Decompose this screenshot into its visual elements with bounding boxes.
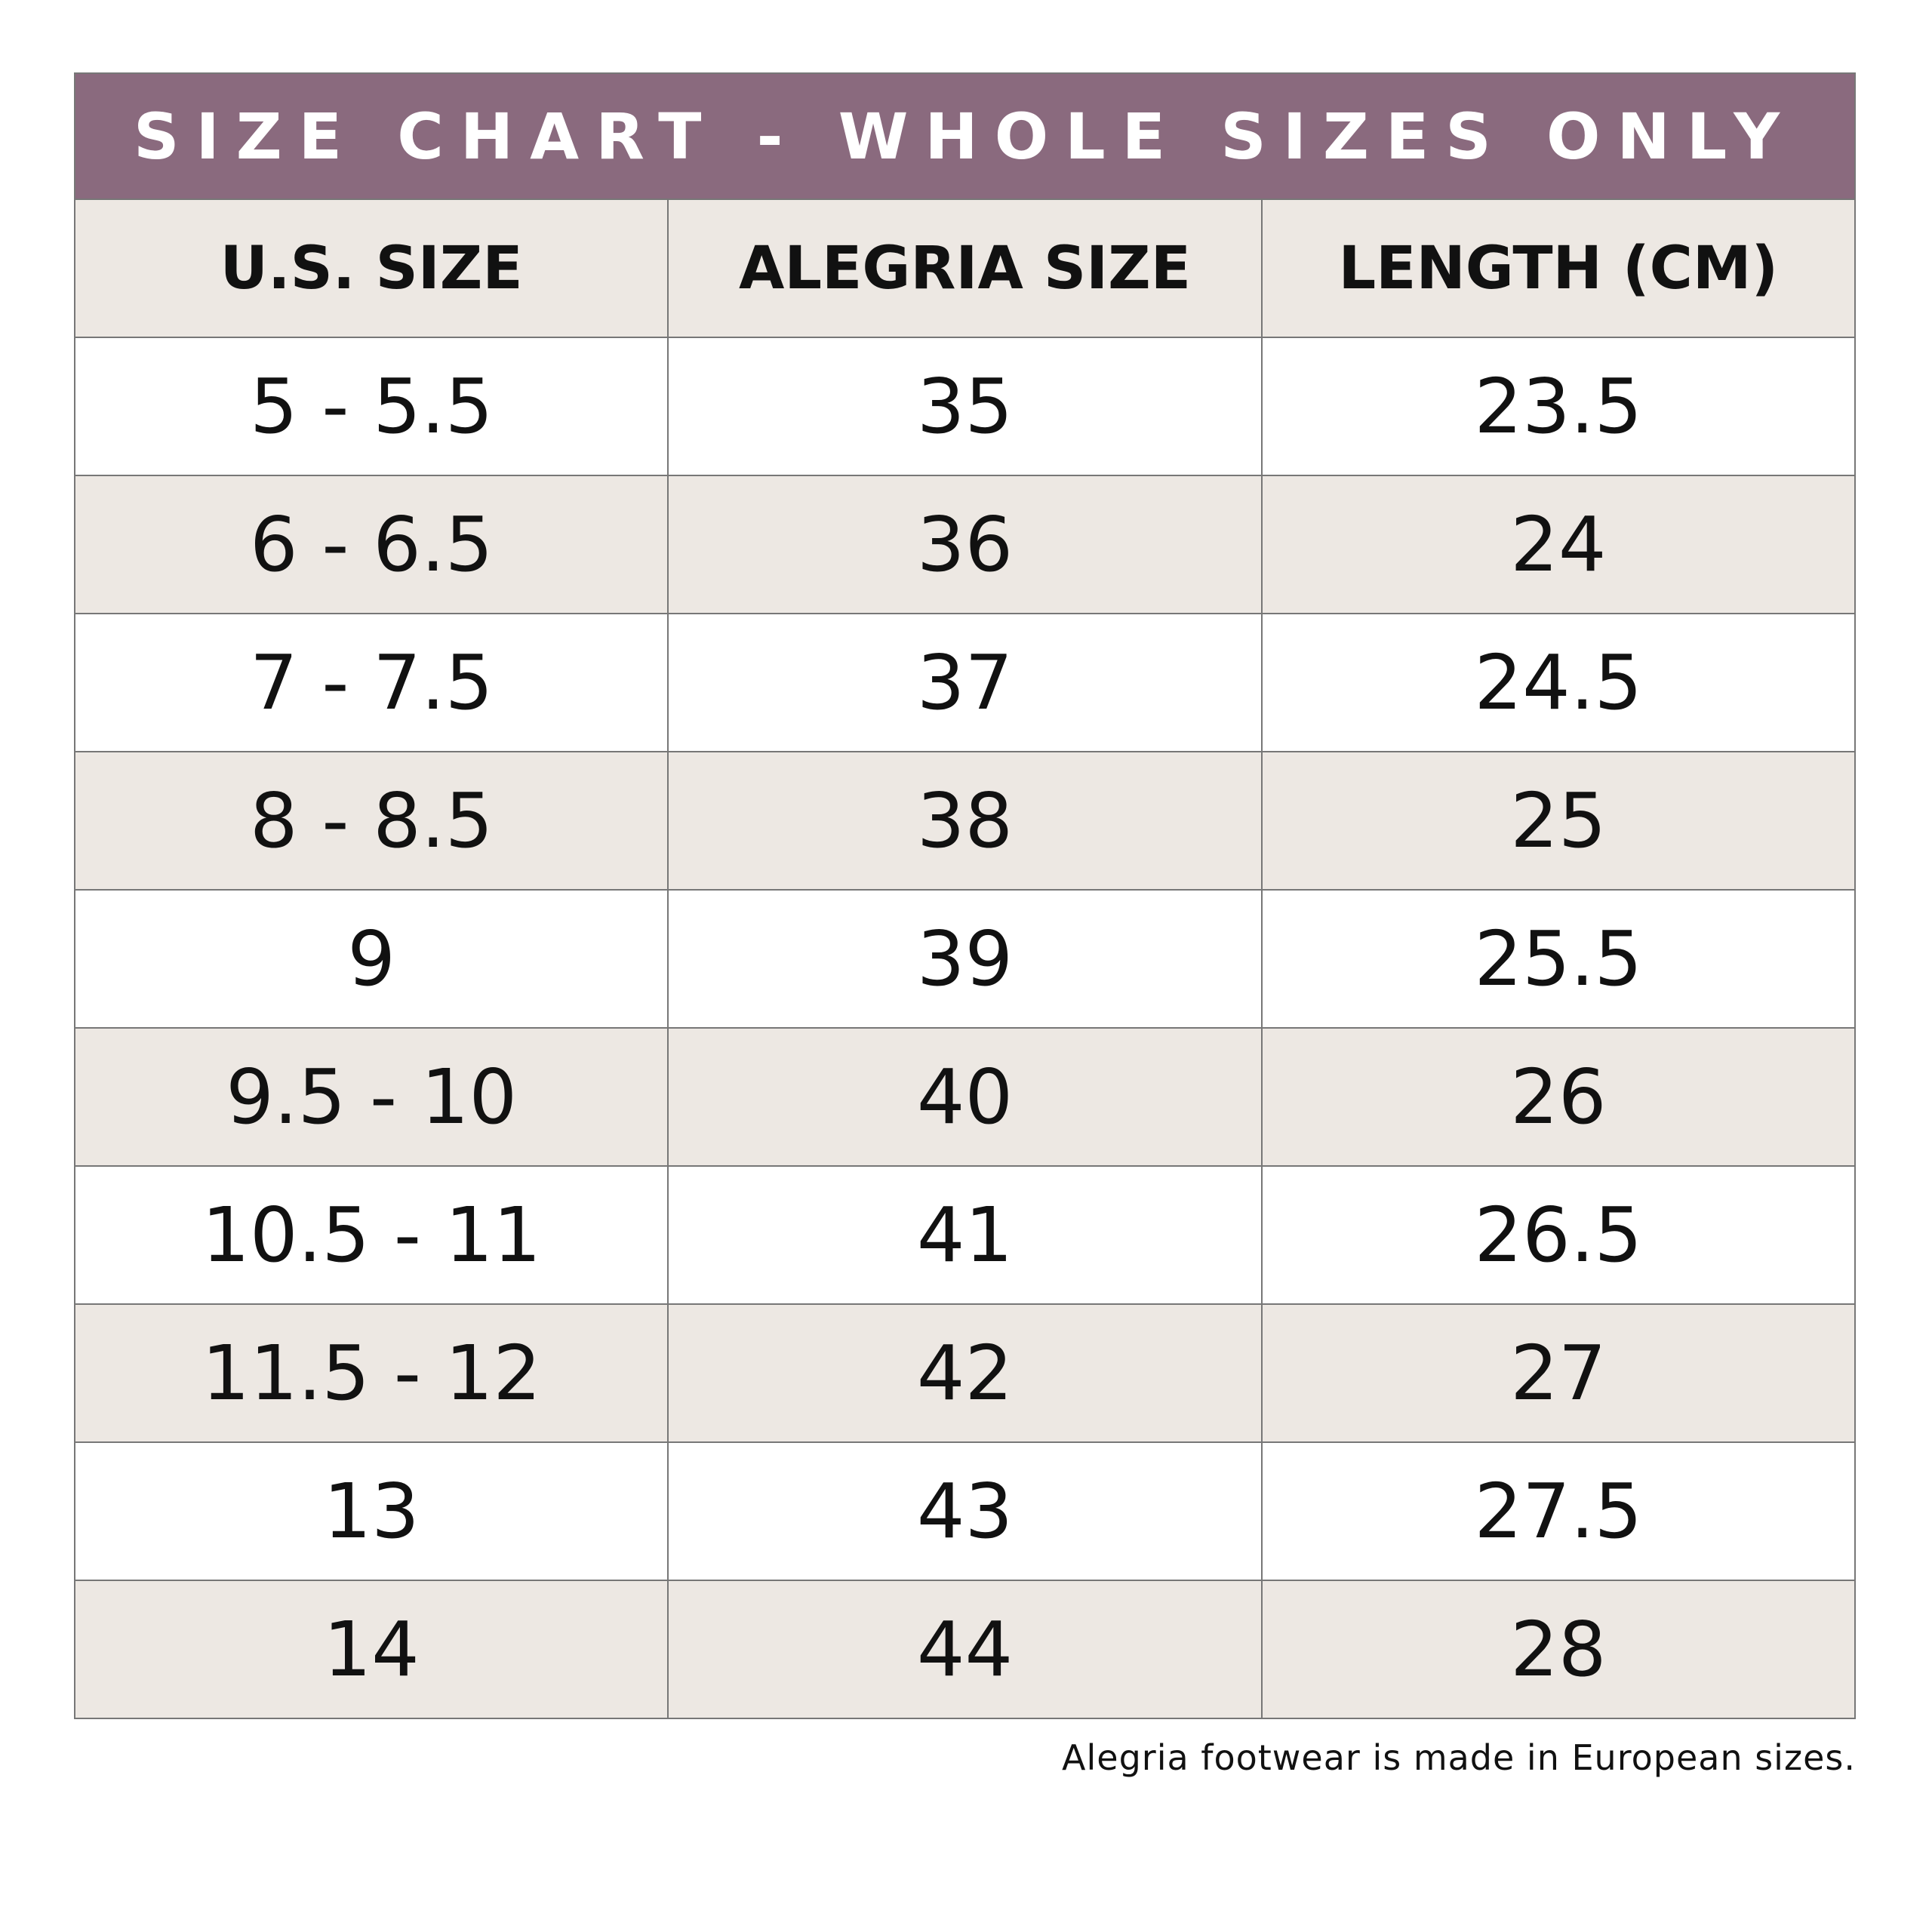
table-cell: 35 bbox=[667, 337, 1263, 476]
table-cell: 43 bbox=[667, 1441, 1263, 1581]
table-cell: 25.5 bbox=[1260, 889, 1857, 1029]
table-cell: 8 - 8.5 bbox=[73, 751, 669, 891]
table-row: 5 - 5.5 35 23.5 bbox=[73, 337, 1857, 476]
title: SIZE CHART - WHOLE SIZES ONLY bbox=[74, 72, 1856, 198]
table-cell: 13 bbox=[73, 1441, 669, 1581]
column-header: U.S. SIZE bbox=[73, 198, 669, 338]
table-body: 5 - 5.5 35 23.5 6 - 6.5 36 24 7 - 7.5 37 24.5 8 -… bbox=[73, 337, 1857, 1719]
table-row: 14 44 28 bbox=[73, 1580, 1857, 1719]
table-cell: 23.5 bbox=[1260, 337, 1857, 476]
table-cell: 9.5 - 10 bbox=[73, 1027, 669, 1167]
table-row: 7 - 7.5 37 24.5 bbox=[73, 613, 1857, 752]
table-row: 6 - 6.5 36 24 bbox=[73, 475, 1857, 614]
table-cell: 9 bbox=[73, 889, 669, 1029]
table-cell: 7 - 7.5 bbox=[73, 613, 669, 752]
table-row: 8 - 8.5 38 25 bbox=[73, 751, 1857, 891]
column-header: ALEGRIA SIZE bbox=[667, 198, 1263, 338]
table-cell: 25 bbox=[1260, 751, 1857, 891]
table-cell: 27 bbox=[1260, 1303, 1857, 1443]
size-table: U.S. SIZE ALEGRIA SIZE LENGTH (CM) 5 - 5.5… bbox=[73, 198, 1857, 1719]
table-row: 13 43 27.5 bbox=[73, 1441, 1857, 1581]
table-cell: 41 bbox=[667, 1165, 1263, 1305]
size-chart: SIZE CHART - WHOLE SIZES ONLY U.S. SIZE A… bbox=[73, 72, 1857, 1719]
table-cell: 44 bbox=[667, 1580, 1263, 1719]
table-cell: 36 bbox=[667, 475, 1263, 614]
table-row: 10.5 - 11 41 26.5 bbox=[73, 1165, 1857, 1305]
table-cell: 10.5 - 11 bbox=[73, 1165, 669, 1305]
column-header: LENGTH (CM) bbox=[1260, 198, 1857, 338]
table-cell: 24 bbox=[1260, 475, 1857, 614]
table-cell: 26 bbox=[1260, 1027, 1857, 1167]
table-cell: 40 bbox=[667, 1027, 1263, 1167]
table-cell: 38 bbox=[667, 751, 1263, 891]
table-cell: 28 bbox=[1260, 1580, 1857, 1719]
table-cell: 5 - 5.5 bbox=[73, 337, 669, 476]
header-row: U.S. SIZE ALEGRIA SIZE LENGTH (CM) bbox=[73, 198, 1857, 338]
table-cell: 6 - 6.5 bbox=[73, 475, 669, 614]
table-row: 9.5 - 10 40 26 bbox=[73, 1027, 1857, 1167]
table-cell: 26.5 bbox=[1260, 1165, 1857, 1305]
table-row: 11.5 - 12 42 27 bbox=[73, 1303, 1857, 1443]
table-cell: 24.5 bbox=[1260, 613, 1857, 752]
table-cell: 39 bbox=[667, 889, 1263, 1029]
table-cell: 11.5 - 12 bbox=[73, 1303, 669, 1443]
table-cell: 42 bbox=[667, 1303, 1263, 1443]
table-cell: 37 bbox=[667, 613, 1263, 752]
table-row: 9 39 25.5 bbox=[73, 889, 1857, 1029]
table-cell: 14 bbox=[73, 1580, 669, 1719]
footnote: Alegria footwear is made in European siz… bbox=[1062, 1737, 1856, 1778]
table-cell: 27.5 bbox=[1260, 1441, 1857, 1581]
